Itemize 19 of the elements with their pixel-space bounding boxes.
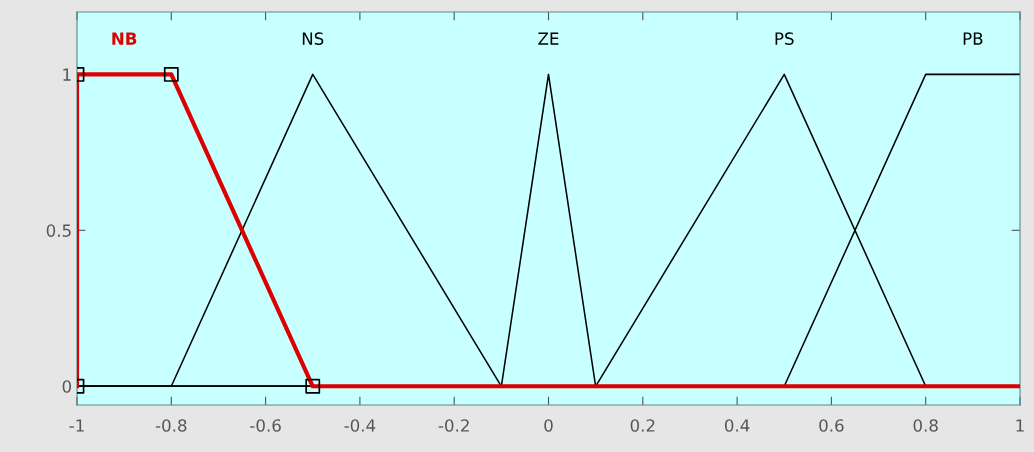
x-tick-label: -0.8	[155, 419, 187, 432]
series-label: PB	[963, 32, 983, 45]
series-label: NS	[302, 32, 324, 45]
series-label: ZE	[538, 32, 559, 45]
x-tick-label: 0.6	[819, 419, 844, 432]
series-label: NB	[112, 32, 137, 45]
x-tick-label: -0.2	[438, 419, 469, 432]
x-tick-label: -1	[69, 419, 84, 432]
x-tick-label: 0.8	[913, 419, 938, 432]
y-tick-label: 0	[62, 380, 72, 393]
x-tick-label: 0	[544, 419, 553, 432]
x-tick-label: 0.4	[724, 419, 750, 432]
series-label: PS	[775, 32, 794, 45]
x-tick-label: 0.2	[630, 419, 655, 432]
y-tick-label: 0.5	[46, 224, 71, 237]
x-tick-label: 1	[1016, 419, 1024, 432]
x-tick-label: -0.4	[344, 419, 376, 432]
x-tick-label: -0.6	[250, 419, 281, 432]
y-tick-label: 1	[63, 68, 71, 81]
